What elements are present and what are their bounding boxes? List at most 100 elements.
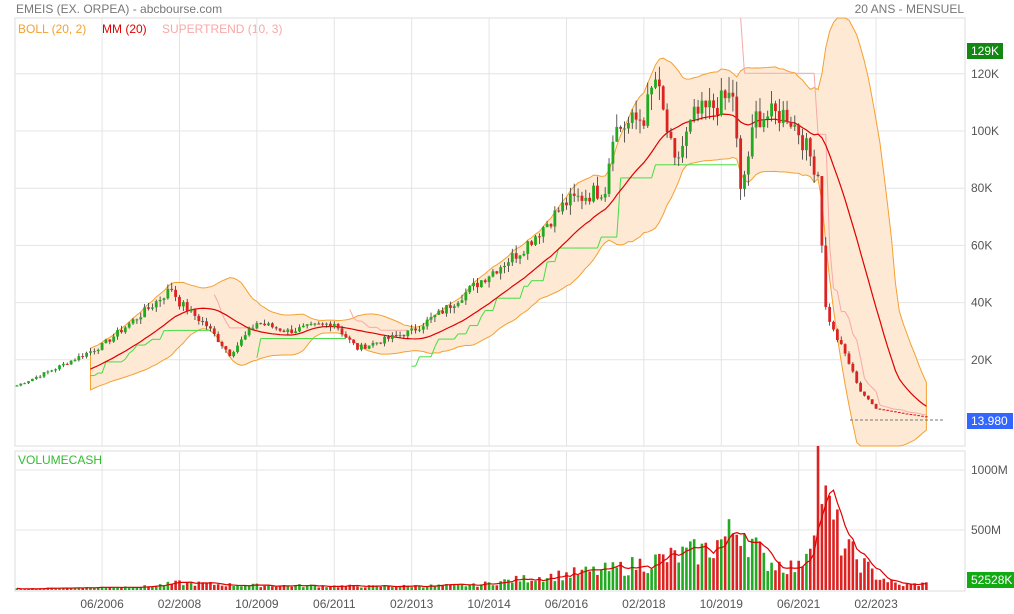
volume-bar [15, 588, 19, 590]
candle [526, 240, 530, 260]
legend-mm[interactable]: MM (20) [102, 22, 147, 36]
volume-bar [317, 587, 321, 590]
candle-body [282, 330, 286, 332]
candle [139, 312, 143, 324]
volume-bar [522, 575, 526, 590]
candle-body [789, 121, 793, 127]
candle [379, 342, 383, 345]
volume-bar [913, 583, 917, 590]
candle-body [901, 412, 905, 414]
candle [499, 265, 503, 280]
candle-body [487, 276, 491, 283]
candle-body [495, 271, 499, 274]
volume-bar [708, 557, 711, 590]
candle-body [750, 127, 754, 157]
candle-body [387, 336, 390, 339]
candle-body [414, 328, 417, 331]
candle-body [239, 339, 243, 346]
volume-bar [677, 562, 681, 590]
candle [243, 331, 247, 341]
volume-bar [886, 582, 889, 590]
candle-body [820, 176, 824, 246]
candle-body [801, 135, 804, 151]
volume-bar [661, 554, 665, 590]
volume-bar [332, 585, 336, 590]
candle-body [259, 323, 263, 325]
volume-bar [495, 585, 499, 590]
volume-bar [534, 581, 537, 590]
candle [553, 206, 557, 233]
volume-bar [259, 587, 263, 590]
volume-bar [658, 553, 661, 590]
candle [774, 100, 777, 125]
volume-bar [700, 543, 704, 590]
legend-boll[interactable]: BOLL (20, 2) [18, 22, 87, 36]
candle [359, 342, 363, 352]
candle [677, 151, 681, 166]
candle-body [754, 111, 758, 128]
candle [65, 362, 69, 365]
volume-bar [816, 445, 820, 590]
candle [576, 188, 580, 202]
volume-bar [151, 586, 154, 590]
candle [472, 278, 475, 291]
volume-bar [139, 587, 143, 590]
volume-bar [812, 535, 816, 590]
volume-bar [62, 588, 65, 590]
supertrend-segment [864, 378, 869, 385]
candle [371, 340, 375, 348]
candle-body [561, 202, 565, 212]
candle [166, 284, 170, 300]
candle-body [704, 100, 708, 108]
candle-body [630, 112, 634, 123]
candle [251, 324, 255, 330]
candle-body [73, 360, 77, 362]
candle-body [50, 370, 54, 372]
candle-body [507, 262, 510, 266]
candle [491, 268, 495, 278]
legend-supertrend[interactable]: SUPERTREND (10, 3) [162, 22, 283, 36]
y-tick-label: 40K [971, 296, 992, 310]
candle [325, 322, 328, 328]
candle [205, 317, 208, 330]
candle-body [530, 241, 534, 245]
candle-body [739, 138, 743, 189]
volume-bar [42, 588, 46, 590]
candle [298, 324, 301, 333]
candle-body [34, 376, 38, 379]
candle-body [866, 395, 870, 400]
candle [886, 409, 890, 411]
candle [123, 326, 127, 334]
volume-bar [185, 581, 189, 590]
volume-bar [205, 582, 208, 590]
candle-body [692, 106, 696, 120]
candle-body [418, 329, 421, 331]
volume-tick-label: 500M [971, 523, 1001, 537]
volume-bar [805, 553, 808, 590]
candle-body [23, 383, 27, 385]
volume-bar [298, 584, 301, 590]
supertrend-segment [430, 346, 436, 357]
candle [448, 301, 452, 314]
candle [54, 368, 58, 373]
volume-bar [460, 584, 464, 590]
candle-body [770, 103, 773, 117]
candle-body [290, 329, 294, 334]
candle-body [808, 138, 812, 157]
supertrend-segment [465, 325, 471, 335]
volume-bar [58, 588, 61, 590]
volume-bar [371, 585, 375, 590]
candle-body [379, 342, 383, 344]
volume-bar [824, 485, 828, 590]
volume-bar [201, 582, 204, 590]
candle [537, 233, 541, 245]
volume-bar [127, 587, 131, 590]
candle-body [835, 329, 839, 341]
candle [534, 234, 537, 247]
candle-body [661, 86, 665, 110]
candle-body [777, 111, 781, 123]
volume-bar [743, 533, 746, 590]
candle-body [572, 193, 576, 196]
legend-volume[interactable]: VOLUMECASH [18, 453, 103, 467]
